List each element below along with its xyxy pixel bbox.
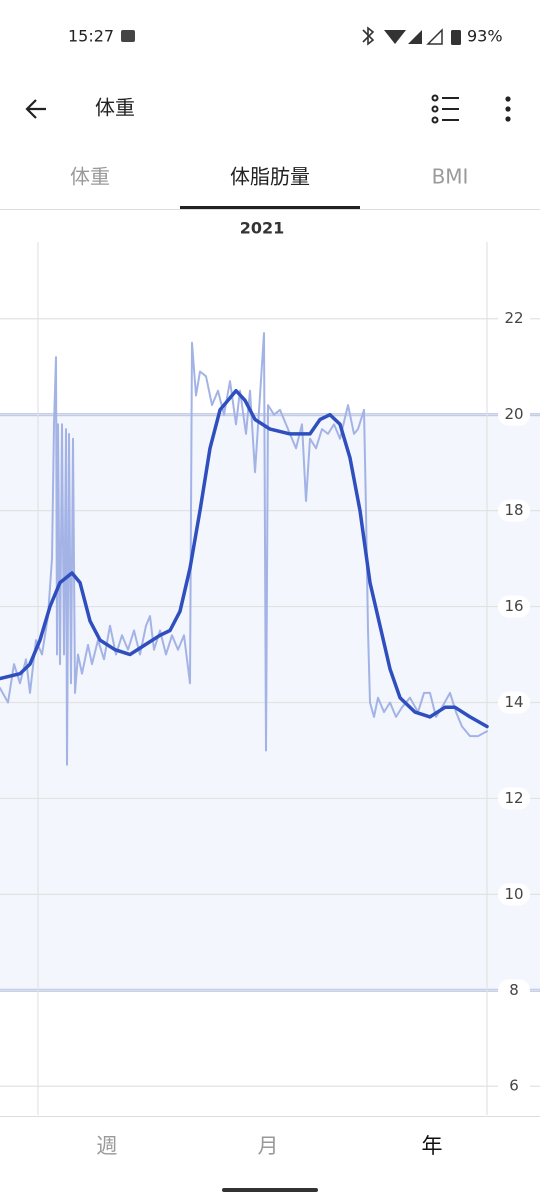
y-tick-bg	[498, 595, 530, 618]
y-tick-label: 16	[504, 597, 523, 615]
status-time: 15:27	[68, 27, 114, 46]
trend-line	[0, 388, 489, 729]
y-tick-bg	[498, 307, 530, 330]
y-tick-label: 14	[504, 693, 523, 711]
y-tick-bg	[498, 403, 530, 426]
y-tick-label: 10	[504, 885, 523, 903]
tab-indicator	[180, 206, 360, 209]
back-button[interactable]	[25, 99, 46, 119]
chart-title: 2021	[240, 219, 285, 238]
signal-icon	[426, 28, 443, 45]
y-tick-bg	[498, 979, 530, 1002]
notification-icon	[121, 30, 135, 42]
signal-icon	[408, 30, 422, 44]
y-tick-label: 12	[504, 789, 523, 807]
y-tick-bg	[498, 499, 530, 522]
period-tab[interactable]: 月	[258, 1134, 279, 1158]
y-tick-label: 18	[504, 501, 523, 519]
y-tick-bg	[498, 883, 530, 906]
y-tick-bg	[498, 787, 530, 810]
home-indicator	[222, 1188, 318, 1192]
tab[interactable]: 体重	[70, 165, 110, 189]
plot-area	[0, 332, 489, 766]
period-tab[interactable]: 年	[422, 1134, 443, 1158]
tab[interactable]: BMI	[432, 165, 469, 189]
y-tick-bg	[498, 1075, 530, 1098]
tab-divider	[0, 209, 540, 210]
tab[interactable]: 体脂肪量	[230, 165, 310, 189]
y-tick-label: 20	[504, 405, 523, 423]
y-tick-label: 8	[509, 981, 519, 999]
more-button[interactable]	[505, 96, 511, 122]
y-tick-label: 22	[504, 309, 523, 327]
list-button[interactable]	[431, 94, 460, 124]
wifi-icon	[384, 30, 406, 44]
app-title: 体重	[95, 96, 135, 120]
bluetooth-icon	[362, 26, 375, 46]
y-tick-label: 6	[509, 1077, 519, 1095]
bottom-divider	[0, 1116, 540, 1117]
battery-icon	[451, 30, 461, 45]
y-tick-bg	[498, 691, 530, 714]
period-tab[interactable]: 週	[97, 1134, 118, 1158]
status-battery: 93%	[467, 27, 503, 46]
